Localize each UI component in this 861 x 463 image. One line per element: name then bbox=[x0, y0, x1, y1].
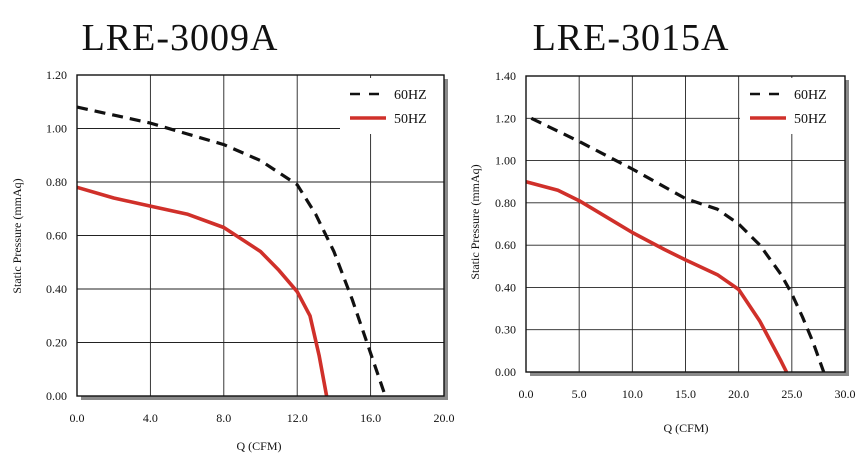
chart2-xlabel: Q (CFM) bbox=[663, 421, 708, 435]
x-tick-label: 8.0 bbox=[216, 411, 231, 425]
y-tick-label: 0.40 bbox=[46, 282, 67, 296]
y-tick-label: 1.40 bbox=[495, 69, 516, 83]
y-tick-label: 1.20 bbox=[495, 111, 516, 125]
chart2-ylabel: Static Pressure (mmAq) bbox=[468, 164, 482, 279]
legend-label-50hz: 50HZ bbox=[794, 112, 827, 127]
y-tick-label: 1.00 bbox=[495, 154, 516, 168]
series-line-50hz bbox=[76, 185, 329, 397]
chart1-title: LRE-3009A bbox=[82, 17, 279, 59]
chart1-xlabel: Q (CFM) bbox=[236, 439, 281, 453]
y-tick-label: 0.80 bbox=[46, 175, 67, 189]
y-tick-label: 0.40 bbox=[495, 280, 516, 294]
y-tick-label: 0.00 bbox=[46, 389, 67, 403]
chart1-ylabel: Static Pressure (mmAq) bbox=[10, 178, 24, 293]
x-tick-label: 20.0 bbox=[728, 387, 749, 401]
x-tick-label: 4.0 bbox=[143, 411, 158, 425]
x-tick-label: 0.0 bbox=[519, 387, 534, 401]
chart2-plot: 60HZ 50HZ 0.0 5.0 10.0 15.0 20.0 25.0 30.0 0.00 0.… bbox=[495, 69, 856, 401]
series-line-50hz bbox=[525, 179, 789, 373]
x-tick-label: 16.0 bbox=[360, 411, 381, 425]
y-tick-label: 0.20 bbox=[46, 336, 67, 350]
x-tick-label: 15.0 bbox=[675, 387, 696, 401]
y-tick-label: 1.20 bbox=[46, 68, 67, 82]
legend-box bbox=[340, 78, 444, 134]
legend-label-50hz: 50HZ bbox=[394, 112, 427, 127]
x-tick-label: 10.0 bbox=[622, 387, 643, 401]
y-tick-label: 0.30 bbox=[495, 323, 516, 337]
chart2-title: LRE-3015A bbox=[533, 17, 730, 59]
plot-frame bbox=[525, 75, 846, 373]
x-tick-label: 12.0 bbox=[287, 411, 308, 425]
legend-box bbox=[740, 78, 845, 134]
y-tick-label: 0.60 bbox=[46, 229, 67, 243]
x-tick-label: 20.0 bbox=[434, 411, 455, 425]
x-tick-label: 0.0 bbox=[70, 411, 85, 425]
y-tick-label: 0.80 bbox=[495, 196, 516, 210]
y-tick-label: 0.60 bbox=[495, 238, 516, 252]
legend-label-60hz: 60HZ bbox=[394, 88, 427, 103]
legend-label-60hz: 60HZ bbox=[794, 88, 827, 103]
x-tick-label: 25.0 bbox=[781, 387, 802, 401]
x-tick-label: 5.0 bbox=[572, 387, 587, 401]
y-tick-label: 0.00 bbox=[495, 365, 516, 379]
y-tick-label: 1.00 bbox=[46, 122, 67, 136]
series-line-60hz bbox=[530, 116, 826, 373]
x-tick-label: 30.0 bbox=[835, 387, 856, 401]
chart1-plot: 60HZ 50HZ 0.0 4.0 8.0 12.0 16.0 20.0 0.00 0.20 0.4… bbox=[46, 68, 455, 425]
plot-frame bbox=[76, 74, 445, 397]
